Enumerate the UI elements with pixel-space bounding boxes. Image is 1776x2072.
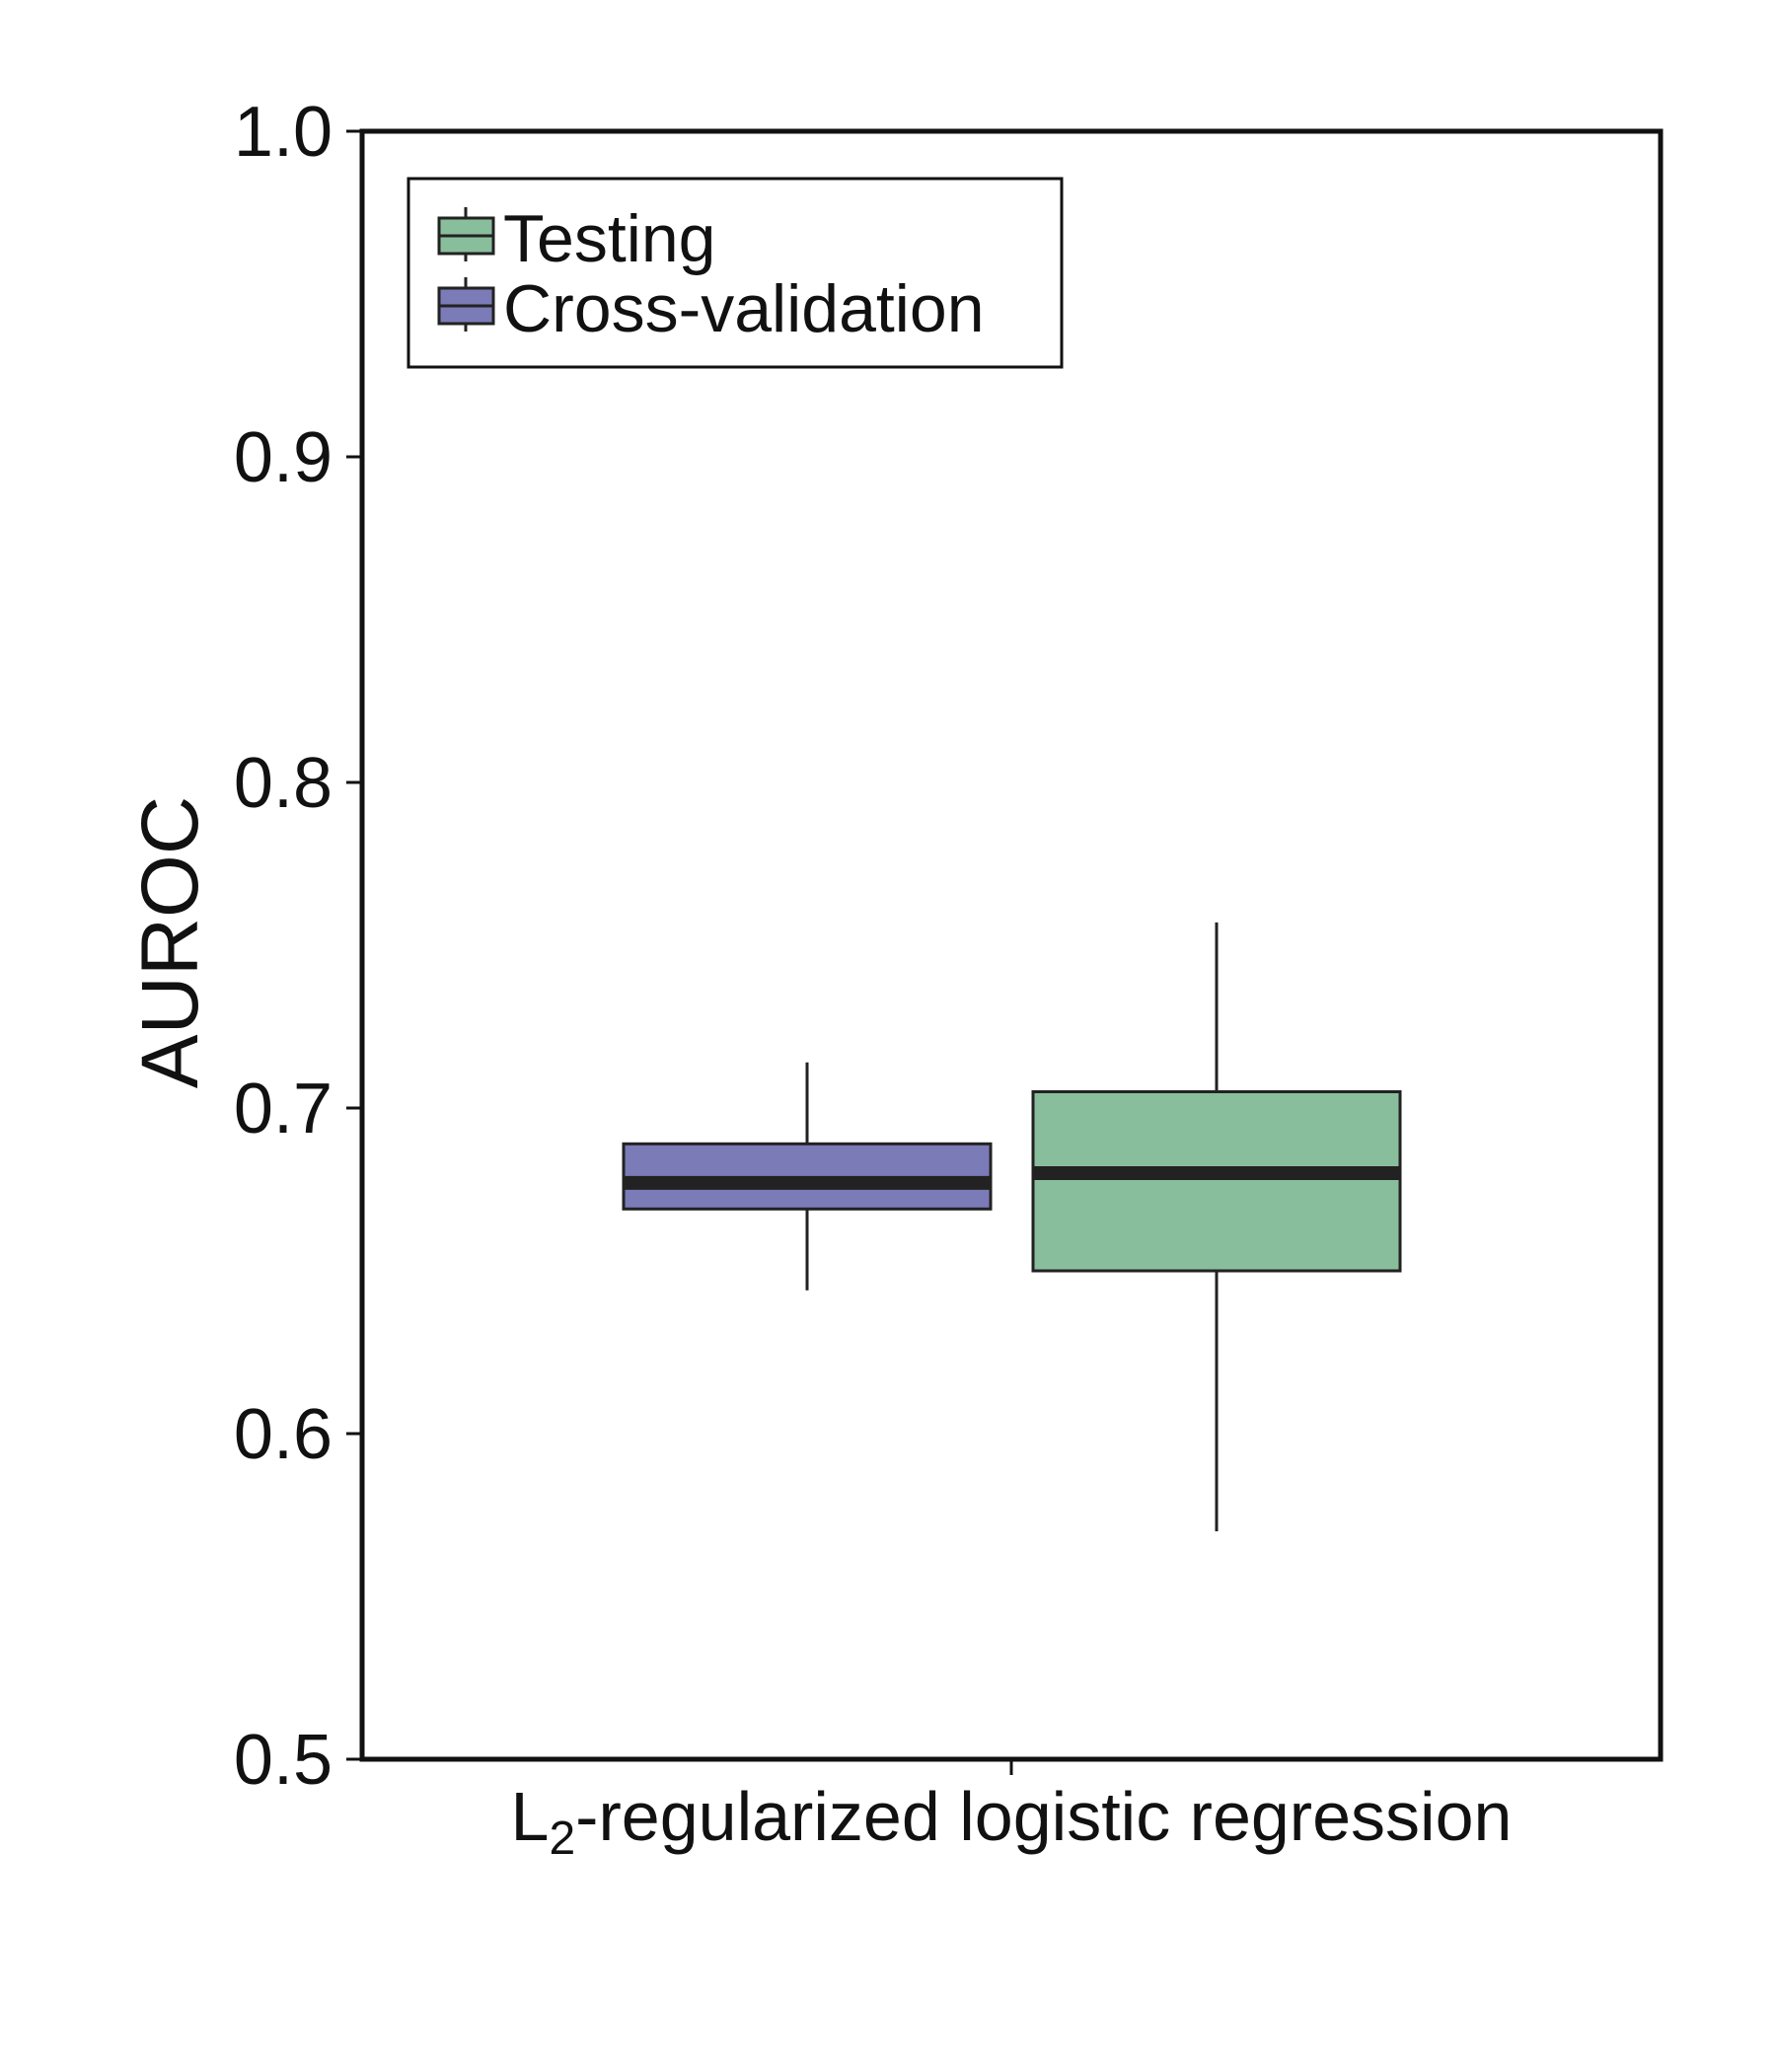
- y-tick-label: 0.8: [234, 744, 333, 823]
- legend-entry-testing: Testing: [437, 201, 715, 276]
- x-category-label: L2-regularized logistic regression: [511, 1778, 1513, 1865]
- y-axis: 0.5 0.6 0.7 0.8 0.9 1.0: [234, 93, 362, 1800]
- x-category-label-main: L: [511, 1778, 550, 1855]
- legend-label-testing: Testing: [503, 201, 715, 276]
- y-tick-label: 1.0: [234, 93, 333, 172]
- box-series-group: [622, 922, 1402, 1531]
- y-tick-label: 0.7: [234, 1070, 333, 1148]
- box-testing: [1031, 922, 1402, 1531]
- y-axis-label: AUROC: [125, 796, 215, 1088]
- box-iqr: [1031, 1090, 1402, 1273]
- legend-box: [407, 177, 1064, 369]
- x-category-label-subscript: 2: [549, 1813, 575, 1865]
- y-tick-label: 0.6: [234, 1395, 333, 1474]
- legend: Testing Cross-validation: [407, 177, 1064, 369]
- legend-label-cross-validation: Cross-validation: [503, 271, 985, 346]
- x-category-label-rest: -regularized logistic regression: [575, 1778, 1512, 1855]
- box-cross-validation: [622, 1062, 993, 1291]
- legend-entry-cross-validation: Cross-validation: [437, 271, 985, 346]
- y-tick-label: 0.5: [234, 1721, 333, 1800]
- y-tick-label: 0.9: [234, 418, 333, 497]
